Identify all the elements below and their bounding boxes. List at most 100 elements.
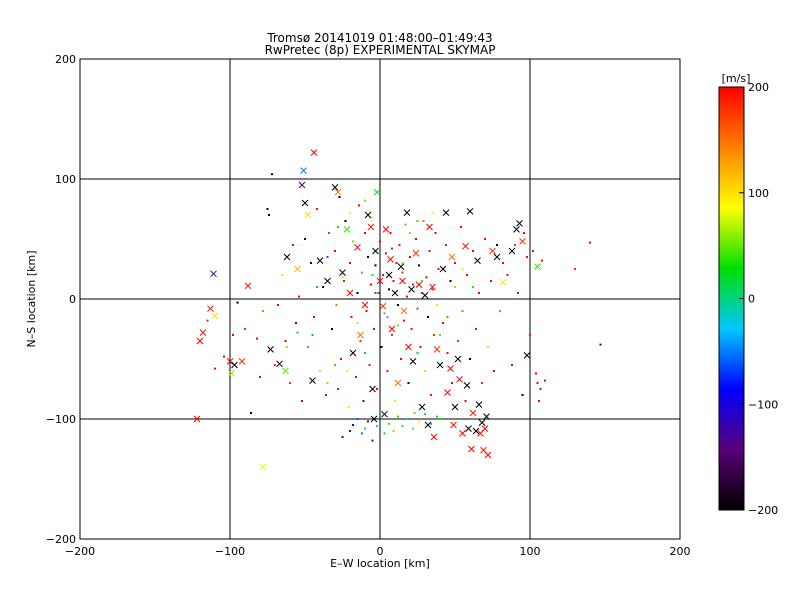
data-point-cross xyxy=(508,247,516,255)
y-tick-label: 100 xyxy=(55,173,76,186)
colorbar-ticks: 200 100 0 −100 −200 xyxy=(739,81,778,517)
data-point-cross xyxy=(430,433,438,441)
data-point-cross xyxy=(346,289,354,297)
data-point-dot xyxy=(370,283,372,286)
data-point-dot xyxy=(437,268,440,270)
data-point-dot xyxy=(281,274,284,276)
data-point-dot xyxy=(484,238,486,240)
data-point-cross xyxy=(462,242,469,250)
data-point-dot xyxy=(397,415,399,418)
data-point-cross xyxy=(472,427,480,435)
data-point-cross xyxy=(439,265,447,273)
data-point-cross xyxy=(382,226,390,233)
data-point-dot xyxy=(256,337,258,340)
data-point-dot xyxy=(398,244,401,246)
data-point-cross xyxy=(259,463,267,471)
data-point-cross xyxy=(324,277,331,285)
data-point-dot xyxy=(431,211,434,214)
data-point-cross xyxy=(228,370,235,377)
data-point-dot xyxy=(541,259,543,262)
data-point-dot xyxy=(406,418,408,420)
data-point-dot xyxy=(409,232,411,234)
data-point-dot xyxy=(478,292,480,294)
data-point-dot xyxy=(364,199,366,202)
data-point-dot xyxy=(313,316,315,318)
data-point-dot xyxy=(266,208,269,210)
data-point-dot xyxy=(457,340,459,342)
data-point-cross xyxy=(331,184,339,191)
data-point-dot xyxy=(472,250,474,252)
data-point-dot xyxy=(502,262,504,264)
chart-title: Tromsø 20141019 01:48:00–01:49:43 xyxy=(266,31,492,45)
data-point-dot xyxy=(286,346,288,348)
data-point-cross xyxy=(409,358,417,365)
data-point-dot xyxy=(416,352,419,354)
data-point-cross xyxy=(388,325,396,333)
data-point-dot xyxy=(461,310,464,312)
colorbar-tick-label: −200 xyxy=(748,504,778,517)
x-axis-label: E–W location [km] xyxy=(330,557,430,570)
data-point-cross xyxy=(405,343,412,351)
data-point-cross xyxy=(193,415,201,423)
data-point-dot xyxy=(364,352,366,354)
data-point-dot xyxy=(454,262,456,264)
data-point-dot xyxy=(376,388,378,390)
data-point-dot xyxy=(380,346,383,348)
data-point-dot xyxy=(334,250,336,252)
data-point-dot xyxy=(385,252,387,255)
data-point-dot xyxy=(341,276,344,279)
data-point-dot xyxy=(331,328,333,330)
data-point-dot xyxy=(526,256,528,258)
data-point-dot xyxy=(386,370,389,372)
data-point-dot xyxy=(259,376,261,378)
data-point-dot xyxy=(349,262,351,264)
data-point-cross xyxy=(391,289,399,297)
data-point-dot xyxy=(401,271,404,274)
data-point-dot xyxy=(425,276,428,279)
data-point-dot xyxy=(274,364,276,366)
data-point-dot xyxy=(391,247,393,250)
data-point-dot xyxy=(523,232,525,234)
data-point-cross xyxy=(450,421,457,429)
data-point-dot xyxy=(349,430,351,432)
data-point-cross xyxy=(444,389,451,396)
data-point-cross xyxy=(478,419,486,426)
data-point-dot xyxy=(511,364,513,366)
data-point-dot xyxy=(277,304,279,306)
data-point-dot xyxy=(371,216,374,219)
data-point-dot xyxy=(506,274,509,276)
data-point-dot xyxy=(388,288,390,291)
data-point-dot xyxy=(416,220,419,222)
data-point-dot xyxy=(395,262,398,264)
data-point-cross xyxy=(463,382,471,389)
data-point-cross xyxy=(468,445,475,453)
data-point-dot xyxy=(355,376,357,378)
data-point-dot xyxy=(304,238,306,240)
data-point-dot xyxy=(397,304,399,306)
data-point-dot xyxy=(352,424,354,426)
data-point-dot xyxy=(466,274,468,276)
data-point-dot xyxy=(439,334,441,336)
data-point-cross xyxy=(334,188,342,196)
data-point-dot xyxy=(416,307,419,310)
data-point-dot xyxy=(244,328,246,330)
data-point-cross xyxy=(372,247,379,255)
data-point-dot xyxy=(449,280,452,282)
data-point-cross xyxy=(196,337,204,345)
data-point-dot xyxy=(481,382,483,384)
data-point-cross xyxy=(379,302,387,310)
data-point-dot xyxy=(436,415,438,418)
data-point-dot xyxy=(499,310,501,312)
data-point-dot xyxy=(268,214,270,216)
data-point-dot xyxy=(326,382,329,384)
data-point-cross xyxy=(373,188,381,196)
axis-ticks: −200 −100 0 100 200 −200 −100 0 100 200 xyxy=(46,53,691,558)
data-point-dot xyxy=(410,328,413,330)
data-point-cross xyxy=(361,301,369,309)
data-point-cross xyxy=(387,256,394,263)
data-point-dot xyxy=(223,355,225,358)
data-point-dot xyxy=(383,432,386,435)
data-point-dot xyxy=(368,364,371,366)
data-point-cross xyxy=(418,403,426,411)
